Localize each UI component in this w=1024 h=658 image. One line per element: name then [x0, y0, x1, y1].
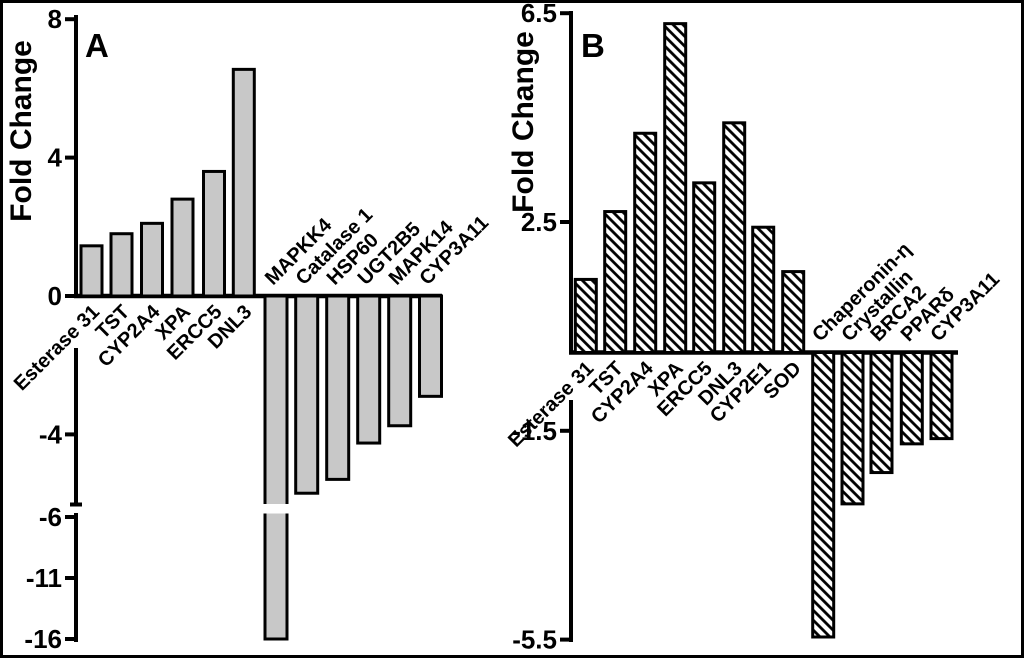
bar-break-gap: [262, 504, 290, 514]
y-axis-title: Fold Change: [5, 40, 38, 222]
bar-brca2: [869, 351, 894, 475]
y-tick-label-4: 4: [48, 143, 63, 173]
bar-cyp3a11: [929, 351, 954, 441]
bar-cyp2e1: [751, 225, 776, 354]
bar-chaperonin: [811, 351, 836, 639]
y-tick-label-6.5: 6.5: [521, 0, 557, 28]
y-tick-label-8: 8: [48, 4, 62, 34]
bar-tst: [603, 210, 628, 354]
bar-crystallin: [840, 351, 865, 506]
bar-esterase-31: [573, 277, 598, 355]
y-tick-label-0: 0: [48, 281, 62, 311]
panel-letter-b: B: [581, 27, 605, 64]
bar-ercc5: [202, 169, 226, 298]
bar-ercc5: [692, 181, 717, 354]
bar-mapk14: [387, 294, 413, 428]
bar-cyp2a4: [140, 221, 164, 298]
bar-sod: [781, 270, 806, 354]
y-tick-label--4: -4: [39, 419, 63, 449]
bar-catalase-1: [294, 294, 320, 495]
bar-xpa: [170, 197, 195, 298]
panel-letter-a: A: [85, 27, 109, 64]
bar-xpa: [663, 22, 688, 354]
y-tick-label--16: -16: [24, 624, 62, 654]
y-tick-label--1.5: -1.5: [512, 416, 557, 446]
y-tick-label-2.5: 2.5: [521, 207, 557, 237]
y-tick-label--11: -11: [26, 563, 62, 593]
bar-hsp60: [325, 294, 351, 481]
bar-esterase-31: [79, 244, 104, 298]
y-axis-title: Fold Change: [507, 31, 540, 213]
bar-ppar: [899, 351, 924, 446]
bar-dnl3: [722, 121, 747, 354]
bar-tst: [109, 232, 134, 298]
bar-cyp2a4: [633, 131, 658, 354]
bar-dnl3: [231, 67, 256, 298]
bar-mapkk4: [263, 294, 289, 641]
bar-ugt2b5: [356, 294, 382, 445]
bar-cyp3a11: [418, 294, 443, 398]
y-tick-label--6: -6: [39, 502, 62, 532]
y-tick-label--5.5: -5.5: [512, 625, 557, 655]
